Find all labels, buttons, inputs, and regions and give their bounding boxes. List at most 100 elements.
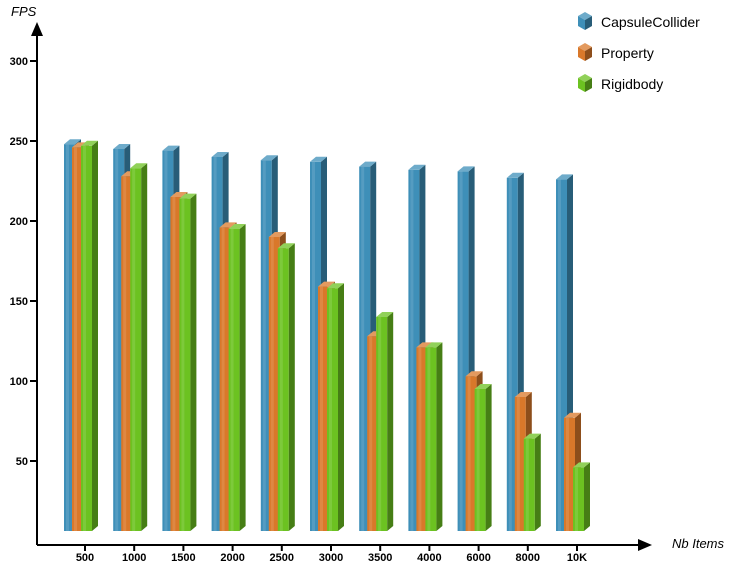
x-ticks: 500 1000 1500 2000 2500 3000 3500 4000 6000 8000 1… (76, 545, 587, 564)
bar-highlight (508, 177, 512, 532)
bar (376, 312, 394, 531)
x-axis-arrow-icon (638, 539, 652, 551)
bar-top (408, 164, 426, 170)
bar-top (219, 222, 237, 228)
x-tick-label: 1500 (171, 552, 195, 564)
bar-highlight (279, 248, 283, 531)
bar-side (534, 433, 541, 531)
bar (474, 384, 492, 531)
bar-highlight (476, 389, 480, 531)
bar-front (564, 417, 575, 531)
bar-front (121, 176, 133, 531)
bar-side (239, 224, 246, 531)
bar-highlight (172, 197, 176, 531)
bar (179, 193, 197, 531)
bar-highlight (575, 467, 578, 531)
bar-highlight (369, 336, 373, 531)
y-tick-label: 150 (10, 296, 28, 308)
bar-top (573, 462, 590, 468)
bar-front (162, 150, 174, 531)
bar-front (556, 179, 567, 531)
bar-highlight (181, 198, 185, 531)
bar-highlight (164, 150, 168, 531)
legend-swatch (585, 47, 592, 61)
bar-top (514, 392, 532, 397)
bar-highlight (83, 145, 86, 532)
bar (523, 433, 541, 531)
legend-swatch (585, 16, 592, 30)
bar-front (465, 376, 477, 531)
bar (425, 342, 443, 531)
y-ticks: 50 100 150 200 250 300 (10, 56, 37, 468)
bar-front (211, 157, 223, 531)
bar-highlight (566, 417, 569, 531)
bar-front (327, 288, 338, 531)
bar-front (425, 347, 437, 531)
bar-highlight (361, 166, 365, 531)
x-tick-label: 2500 (270, 552, 294, 564)
bar (228, 224, 246, 531)
bar-front (277, 248, 289, 531)
y-tick-label: 100 (10, 376, 28, 388)
bar-front (310, 161, 321, 532)
bar-highlight (378, 317, 382, 531)
y-tick-label: 250 (10, 136, 28, 148)
bar-front (113, 149, 125, 531)
bar-top (179, 193, 197, 199)
bar-top (376, 312, 394, 317)
bar-highlight (558, 179, 561, 531)
bar-highlight (427, 347, 431, 531)
bar-side (584, 462, 590, 531)
bar-front (376, 317, 388, 531)
bar-top (564, 412, 581, 418)
bar-front (359, 166, 371, 531)
bar-top (556, 174, 573, 180)
legend-swatch (585, 78, 592, 92)
x-tick-label: 8000 (516, 552, 540, 564)
bars-layer (64, 139, 590, 532)
legend-label: Property (601, 45, 654, 61)
bar-front (179, 198, 191, 531)
bar-top (81, 140, 98, 146)
bar-front (457, 171, 469, 531)
bar-front (514, 397, 526, 531)
bar-front (64, 144, 75, 531)
bar-highlight (66, 144, 69, 531)
bar-top (260, 155, 278, 161)
bar-front (170, 197, 182, 531)
bar-highlight (410, 169, 414, 532)
bar-highlight (74, 147, 77, 531)
bar-top (228, 224, 246, 229)
bar-front (474, 389, 486, 531)
bar-front (219, 227, 231, 531)
bar-front (81, 145, 92, 532)
bar-highlight (262, 160, 266, 531)
bar-highlight (213, 157, 217, 531)
bar-top (523, 433, 541, 439)
bar-highlight (320, 286, 323, 531)
bar (130, 163, 148, 531)
x-tick-label: 3000 (319, 552, 343, 564)
y-tick-label: 200 (10, 216, 28, 228)
bar-highlight (516, 397, 520, 531)
legend-swatch (578, 47, 585, 61)
bar-highlight (115, 149, 119, 531)
bar-top (416, 342, 434, 348)
bar-highlight (459, 171, 463, 531)
y-axis-arrow-icon (31, 22, 43, 36)
bar-highlight (418, 347, 422, 531)
axes (31, 22, 652, 551)
bar-side (288, 243, 295, 531)
bar-side (190, 193, 197, 531)
bar-side (338, 283, 344, 531)
legend-item: Rigidbody (578, 74, 663, 92)
bar-top (474, 384, 492, 389)
x-tick-label: 4000 (417, 552, 441, 564)
legend-label: CapsuleCollider (601, 14, 700, 30)
bar-front (130, 168, 142, 531)
legend-item: Property (578, 43, 654, 61)
legend-label: Rigidbody (601, 76, 663, 92)
bar-highlight (123, 176, 127, 531)
bar-highlight (329, 288, 332, 531)
